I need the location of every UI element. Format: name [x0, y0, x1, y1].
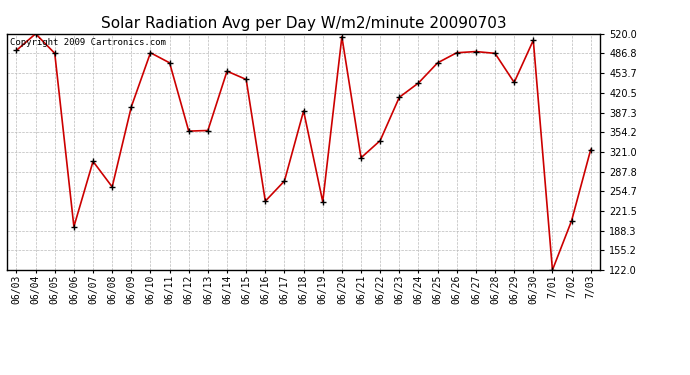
Title: Solar Radiation Avg per Day W/m2/minute 20090703: Solar Radiation Avg per Day W/m2/minute …	[101, 16, 506, 31]
Text: Copyright 2009 Cartronics.com: Copyright 2009 Cartronics.com	[10, 39, 166, 48]
